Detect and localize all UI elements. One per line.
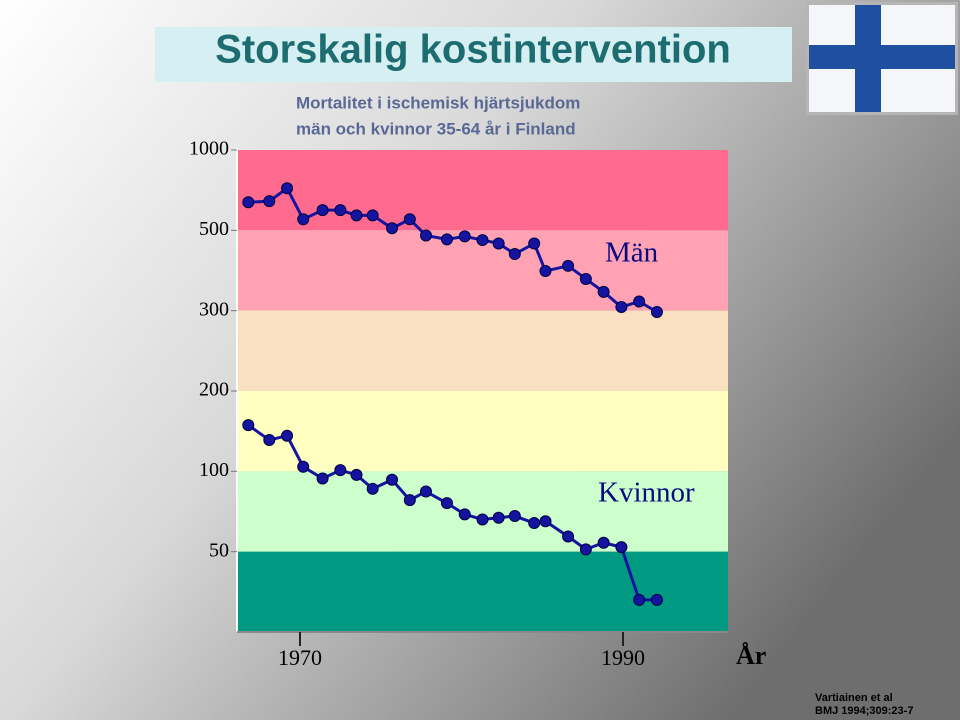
marker	[334, 204, 347, 217]
chart-subtitle: män och kvinnor 35-64 år i Finland	[296, 119, 576, 138]
band	[237, 551, 728, 632]
marker	[366, 482, 379, 495]
marker	[458, 230, 471, 243]
marker	[650, 593, 663, 606]
marker	[458, 508, 471, 521]
marker	[539, 265, 552, 278]
x-tick-label: 1990	[601, 645, 645, 670]
y-tick-label: 200	[199, 379, 229, 401]
marker	[597, 536, 610, 549]
x-tick-label: 1970	[278, 645, 322, 670]
y-tick-label: 300	[199, 298, 229, 320]
title-box	[155, 27, 792, 82]
marker	[281, 429, 294, 442]
marker	[633, 295, 646, 308]
marker	[579, 543, 592, 556]
marker	[492, 237, 505, 250]
marker	[386, 222, 399, 235]
y-tick-label: 50	[209, 539, 229, 561]
y-tick-label: 500	[199, 218, 229, 240]
flag-cross-v	[855, 5, 881, 112]
source: Vartiainen et al	[815, 692, 893, 704]
marker	[334, 464, 347, 477]
marker	[366, 209, 379, 222]
series-label: Män	[605, 237, 659, 269]
marker	[281, 182, 294, 195]
marker	[316, 204, 329, 217]
marker	[386, 473, 399, 486]
marker	[615, 541, 628, 554]
marker	[403, 213, 416, 226]
marker	[440, 497, 453, 510]
marker	[597, 285, 610, 298]
marker	[419, 485, 432, 498]
band	[237, 471, 728, 552]
marker	[539, 515, 552, 528]
band	[237, 150, 728, 231]
marker	[562, 259, 575, 272]
marker	[476, 234, 489, 247]
y-tick-label: 1000	[189, 138, 229, 160]
marker	[297, 460, 310, 473]
marker	[615, 301, 628, 314]
marker	[633, 593, 646, 606]
x-axis-label: År	[736, 641, 766, 670]
marker	[263, 434, 276, 447]
source: BMJ 1994;309:23-7	[815, 705, 913, 717]
marker	[508, 510, 521, 523]
marker	[419, 229, 432, 242]
marker	[650, 305, 663, 318]
flag-cross-h	[809, 45, 955, 69]
marker	[528, 237, 541, 250]
band	[237, 310, 728, 391]
band	[237, 391, 728, 472]
marker	[492, 511, 505, 524]
series-label: Kvinnor	[598, 477, 695, 509]
slide-title: Storskalig kostintervention	[215, 28, 731, 72]
marker	[440, 233, 453, 246]
plot: 1000 500 300 200 100 50 1970 1990 Män Kvinnor	[189, 138, 728, 670]
marker	[297, 213, 310, 226]
marker	[350, 468, 363, 481]
marker	[528, 517, 541, 530]
marker	[242, 196, 255, 209]
marker	[350, 209, 363, 222]
marker	[562, 530, 575, 543]
marker	[263, 195, 276, 208]
marker	[476, 513, 489, 526]
marker	[242, 419, 255, 432]
y-tick-label: 100	[199, 459, 229, 481]
marker	[508, 248, 521, 261]
flag	[806, 2, 958, 115]
chart-subtitle: Mortalitet i ischemisk hjärtsjukdom	[296, 93, 580, 112]
marker	[579, 272, 592, 285]
marker	[316, 472, 329, 485]
marker	[403, 494, 416, 507]
